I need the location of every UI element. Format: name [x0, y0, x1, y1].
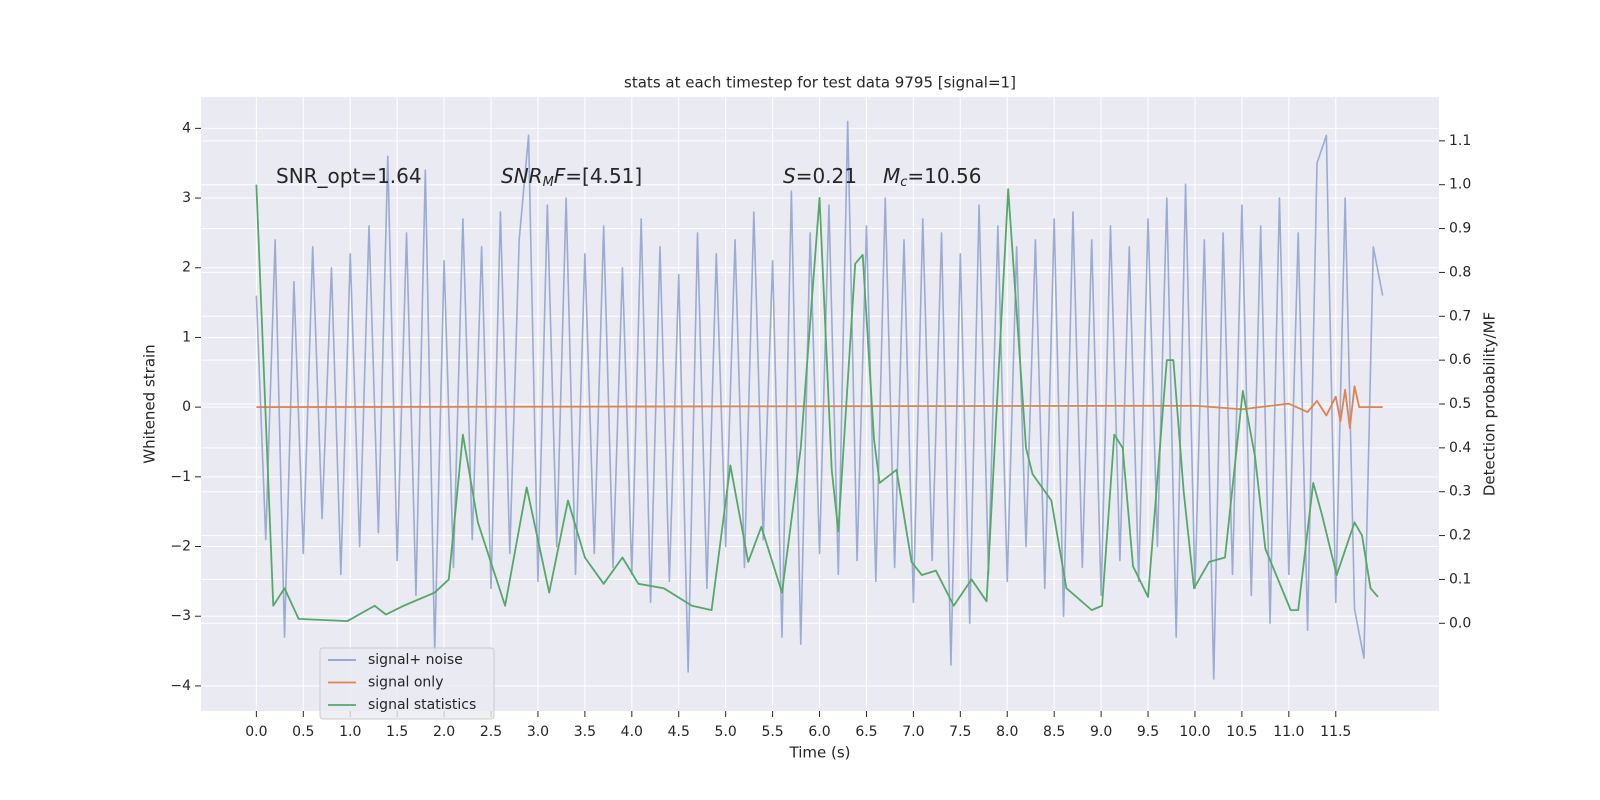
y2-tick-label: 0.9 — [1449, 221, 1471, 237]
x-tick-label: 7.5 — [949, 724, 971, 740]
y2-tick-label: 1.0 — [1449, 177, 1471, 193]
y-tick-label: −4 — [170, 678, 191, 694]
x-tick-label: 5.5 — [761, 724, 783, 740]
x-tick-label: 3.0 — [527, 724, 549, 740]
y2-tick-label: 1.1 — [1449, 133, 1471, 149]
x-tick-label: 4.0 — [621, 724, 643, 740]
series-line — [255, 184, 1379, 622]
x-tick-label: 9.0 — [1090, 724, 1112, 740]
legend: signal+ noise signal only signal statistic… — [319, 647, 495, 720]
annotation-subscript: M — [543, 175, 554, 190]
y2-tick-label: 0.3 — [1449, 484, 1471, 500]
annotation: SNR_opt=1.64 — [276, 164, 422, 188]
x-tick-label: 0.5 — [292, 724, 314, 740]
x-axis-label: Time (s) — [789, 744, 851, 762]
tick-labels: 0.0 0.5 1.0 1.5 2.0 2.5 3.0 3.5 4.0 4.5 5.0 5.5 6.0 6… — [170, 120, 1471, 740]
x-tick-label: 5.0 — [715, 724, 737, 740]
y2-tick-label: 0.6 — [1449, 352, 1471, 368]
x-tick-label: 9.5 — [1137, 724, 1159, 740]
x-tick-label: 6.0 — [808, 724, 830, 740]
x-tick-label: 0.0 — [245, 724, 267, 740]
y2-tick-label: 0.5 — [1449, 396, 1471, 412]
y-tick-label: 1 — [182, 329, 191, 345]
x-tick-label: 2.5 — [480, 724, 502, 740]
legend-box — [319, 647, 495, 720]
annotation-text: F — [554, 164, 566, 188]
x-tick-label: 6.5 — [855, 724, 877, 740]
x-tick-label: 1.0 — [339, 724, 361, 740]
y2-tick-label: 0.4 — [1449, 440, 1471, 456]
x-tick-label: 10.5 — [1226, 724, 1257, 740]
legend-label: signal+ noise — [368, 652, 463, 668]
y-tick-label: 0 — [182, 399, 191, 415]
chart-title: stats at each timestep for test data 979… — [624, 74, 1016, 92]
annotation-subscript: c — [900, 175, 907, 190]
x-tick-label: 1.5 — [386, 724, 408, 740]
x-tick-label: 8.5 — [1043, 724, 1065, 740]
annotation-text: =10.56 — [907, 164, 981, 188]
y2-tick-label: 0.7 — [1449, 308, 1471, 324]
x-tick-label: 2.0 — [433, 724, 455, 740]
y-tick-label: 4 — [182, 120, 191, 136]
grid — [201, 97, 1439, 711]
legend-label: signal statistics — [368, 697, 476, 713]
annotation-text: SNR — [501, 164, 543, 188]
annotation: SNRMF=[4.51] — [501, 164, 642, 190]
y2-axis-label: Detection probability/MF — [1481, 312, 1499, 496]
x-tick-label: 3.5 — [574, 724, 596, 740]
y-tick-label: −1 — [170, 469, 191, 485]
y2-tick-label: 0.1 — [1449, 571, 1471, 587]
annotation-text: =[4.51] — [565, 164, 642, 188]
y2-tick-label: 0.2 — [1449, 528, 1471, 544]
annotation-text: M — [883, 164, 900, 188]
y-tick-label: 3 — [182, 190, 191, 206]
series-line — [256, 385, 1383, 429]
y-tick-label: −3 — [170, 608, 191, 624]
y2-tick-label: 0.0 — [1449, 615, 1471, 631]
x-tick-label: 10.0 — [1179, 724, 1210, 740]
annotation: S=0.21 Mc=10.56 — [783, 164, 981, 190]
annotation-text: SNR_opt=1.64 — [276, 164, 422, 188]
y-tick-label: 2 — [182, 260, 191, 276]
legend-label: signal only — [368, 675, 443, 691]
x-tick-label: 11.0 — [1273, 724, 1304, 740]
y-tick-label: −2 — [170, 539, 191, 555]
annotation-text: S — [783, 164, 796, 188]
annotation-text: =0.21 — [796, 164, 857, 188]
x-tick-label: 8.0 — [996, 724, 1018, 740]
x-tick-label: 4.5 — [668, 724, 690, 740]
series-layer — [255, 120, 1384, 680]
x-tick-label: 7.0 — [902, 724, 924, 740]
y-axis-label: Whitened strain — [141, 344, 159, 463]
x-tick-label: 11.5 — [1320, 724, 1351, 740]
y2-tick-label: 0.8 — [1449, 264, 1471, 280]
